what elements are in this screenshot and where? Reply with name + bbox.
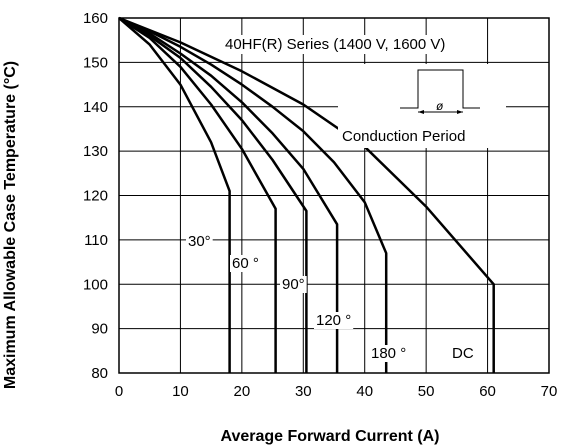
- curves: [118, 16, 495, 373]
- y-tick-label: 150: [83, 54, 108, 71]
- series-label-bg: [450, 345, 476, 362]
- x-tick-label: 50: [418, 383, 435, 400]
- tick-labels: 0 10 20 30 40 50 60 70 80 90 100 110 120 130 140 150 160: [83, 10, 557, 400]
- x-axis-title: Average Forward Current (A): [221, 428, 440, 445]
- series-label-3: 120 °: [316, 312, 351, 329]
- y-tick-label: 120: [83, 188, 108, 205]
- x-tick-label: 40: [356, 383, 373, 400]
- conduction-period-diagram: ø Conduction Period: [338, 64, 506, 148]
- x-tick-label: 10: [172, 383, 189, 400]
- series-line-5: [118, 16, 495, 373]
- series-label-0: 30°: [188, 233, 211, 250]
- y-tick-label: 100: [83, 276, 108, 293]
- series-label-bg: [280, 276, 307, 293]
- plot-frame: [118, 17, 550, 374]
- x-tick-label: 30: [295, 383, 312, 400]
- conduction-period-label: Conduction Period: [342, 128, 465, 145]
- y-tick-label: 140: [83, 99, 108, 116]
- x-tick-label: 20: [234, 383, 251, 400]
- series-label-1: 60 °: [232, 255, 259, 272]
- x-tick-label: 60: [479, 383, 496, 400]
- series-line-0: [118, 17, 231, 373]
- series-label-bg: [314, 312, 354, 329]
- y-axis-title: Maximum Allowable Case Temperature (°C): [2, 61, 19, 389]
- series-line-3: [118, 16, 339, 373]
- x-tick-label: 0: [115, 383, 123, 400]
- series-label-bg: [186, 233, 213, 250]
- y-tick-label: 90: [91, 321, 108, 338]
- series-label-2: 90°: [282, 276, 305, 293]
- x-tick-label: 70: [541, 383, 558, 400]
- series-label-5: DC: [452, 345, 474, 362]
- y-tick-label: 110: [84, 232, 108, 249]
- series-line-4: [118, 16, 388, 373]
- y-tick-label: 80: [91, 365, 108, 382]
- conduction-angle-symbol: ø: [436, 99, 444, 113]
- chart-title: 40HF(R) Series (1400 V, 1600 V): [225, 36, 445, 53]
- series-label-4: 180 °: [371, 345, 406, 362]
- series-line-2: [118, 16, 308, 373]
- inset-bg: [338, 64, 506, 148]
- y-tick-label: 130: [83, 143, 108, 160]
- series-label-bg: [230, 255, 261, 272]
- series-labels: 30° 60 ° 90° 120 ° 180 ° DC: [186, 233, 476, 362]
- series-line-1: [118, 16, 277, 373]
- series-label-bg: [369, 345, 409, 362]
- title-bg: [222, 35, 449, 54]
- y-tick-label: 160: [83, 10, 108, 27]
